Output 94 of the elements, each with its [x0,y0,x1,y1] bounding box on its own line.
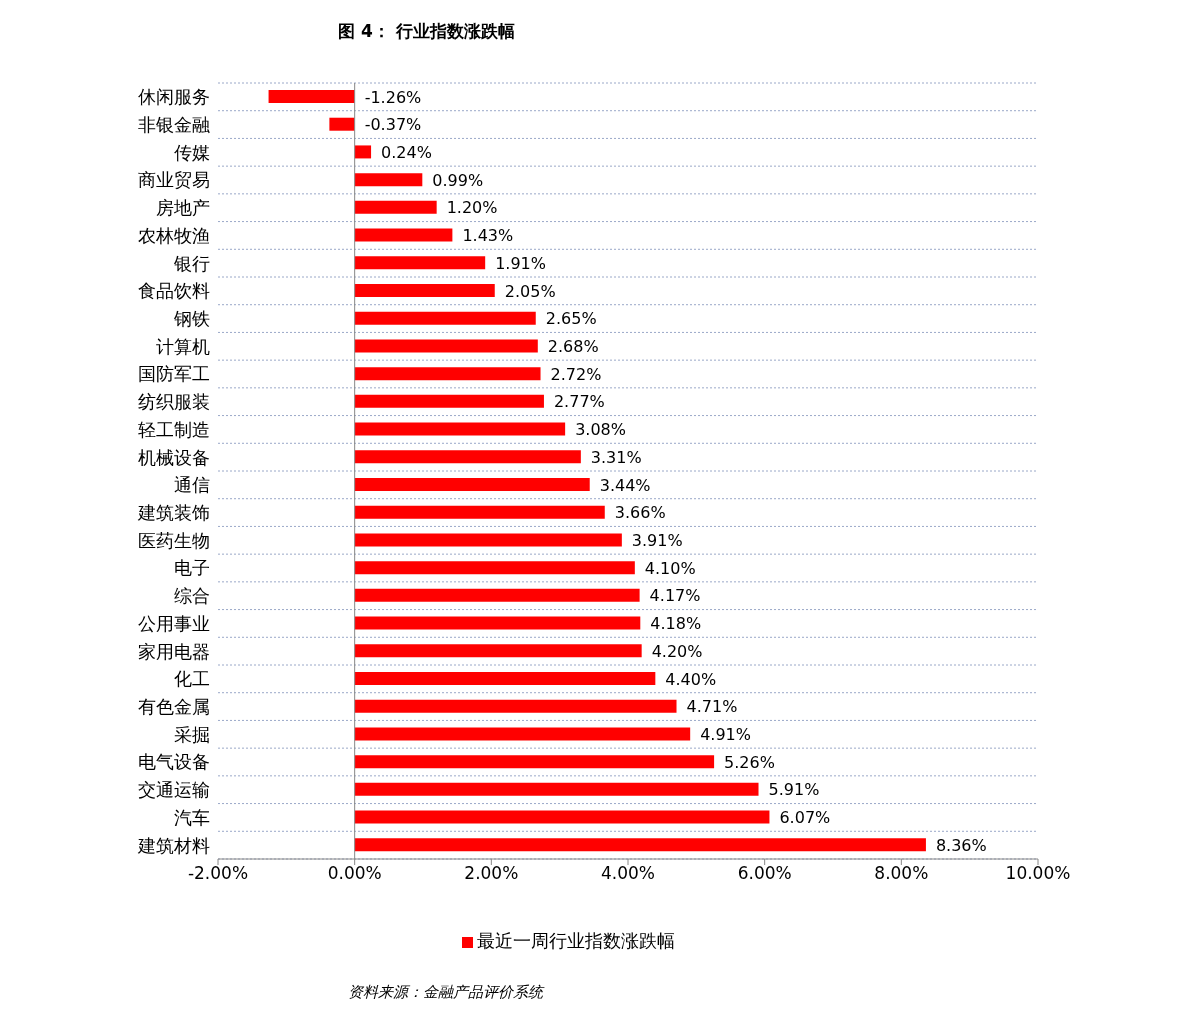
data-label: 5.91% [768,780,820,800]
bar [354,200,437,214]
y-tick-label: 交通运输 [138,779,210,801]
bar [354,394,544,408]
data-label: -1.26% [364,87,422,107]
bar [354,561,635,575]
y-tick-label: 建筑装饰 [137,501,210,523]
y-tick-label: 电气设备 [138,751,210,773]
data-label: 4.10% [644,558,696,578]
x-tick-label: 4.00% [600,863,656,884]
bar [354,838,926,852]
y-tick-label: 钢铁 [173,307,210,329]
bar [354,616,641,630]
bar [354,228,453,242]
data-label: 1.43% [462,226,514,246]
data-label: 2.05% [504,281,556,301]
x-tick-label: -2.00% [187,863,249,884]
data-label: 1.20% [446,198,498,218]
y-tick-label: 通信 [174,474,210,496]
y-tick-label: 非银金融 [138,113,210,135]
x-tick-label: 10.00% [1005,863,1071,884]
data-label: 6.07% [779,808,831,828]
data-label: 2.72% [550,364,602,384]
bar [354,450,581,464]
bar [354,672,656,685]
data-label: 3.08% [575,420,626,440]
y-tick-label: 家用电器 [138,640,210,662]
y-tick-label: 银行 [173,252,210,274]
x-tick-label: 8.00% [874,863,929,884]
y-tick-label: 国防军工 [138,363,210,385]
bar [354,256,486,270]
data-label: 5.26% [724,752,775,772]
bar [354,422,566,436]
bar [354,810,770,824]
y-tick-label: 商业贸易 [138,169,210,191]
data-label: 2.65% [545,309,597,329]
bar [354,478,590,491]
bar [354,755,715,769]
x-tick-label: 2.00% [464,863,519,884]
y-tick-label: 计算机 [156,335,210,357]
y-tick-label: 医药生物 [138,529,210,551]
y-tick-label: 农林牧渔 [138,224,210,246]
data-label: -0.37% [364,115,422,135]
bar [354,145,372,159]
y-tick-label: 公用事业 [138,612,210,634]
data-label: 1.91% [495,253,547,273]
data-label: 3.66% [614,503,666,523]
bar [354,533,622,547]
y-tick-label: 纺织服装 [138,391,210,413]
data-label: 2.77% [553,392,605,412]
bar [354,699,677,713]
y-tick-label: 机械设备 [138,446,210,468]
bar [268,90,355,103]
text: 资料来源：金融产品评价系统 [347,982,546,1002]
y-tick-label: 建筑材料 [137,834,210,856]
x-tick-label: 6.00% [737,863,792,884]
data-label: 0.99% [432,170,484,190]
data-label: 3.44% [599,475,651,495]
y-tick-label: 食品饮料 [138,280,210,302]
bar [329,117,355,131]
y-tick-label: 汽车 [174,806,210,828]
data-label: 4.20% [651,641,703,661]
y-tick-label: 电子 [174,557,210,579]
chart-title: 图 4： 行业指数涨跌幅 [337,20,516,43]
data-label: 4.91% [700,724,752,744]
data-label: 4.71% [686,697,738,717]
bar [354,284,495,297]
data-label: 4.17% [649,586,701,606]
data-label: 3.91% [631,530,683,550]
y-tick-label: 有色金属 [138,695,210,717]
y-tick-label: 传媒 [174,141,210,163]
bar [354,339,538,353]
bar [354,367,541,381]
y-tick-label: 化工 [174,668,210,690]
legend-label: 最近一周行业指数涨跌幅 [476,930,675,951]
data-label: 8.36% [935,835,987,855]
y-tick-label: 休闲服务 [138,86,210,108]
x-tick-label: 0.00% [327,863,382,884]
data-label: 2.68% [547,336,599,356]
data-label: 4.18% [650,614,702,634]
y-tick-label: 采掘 [174,723,210,745]
data-label: 3.31% [590,447,642,467]
data-label: 4.40% [665,669,717,689]
y-tick-label: 房地产 [156,197,210,219]
bar [354,505,605,519]
bar [354,727,691,741]
data-label: 0.24% [381,142,432,162]
bar [354,173,423,187]
bar [354,782,759,796]
y-tick-label: 综合 [174,585,210,607]
bar [354,644,642,658]
bar [354,311,536,325]
y-tick-label: 轻工制造 [138,418,210,440]
bar [354,588,640,602]
